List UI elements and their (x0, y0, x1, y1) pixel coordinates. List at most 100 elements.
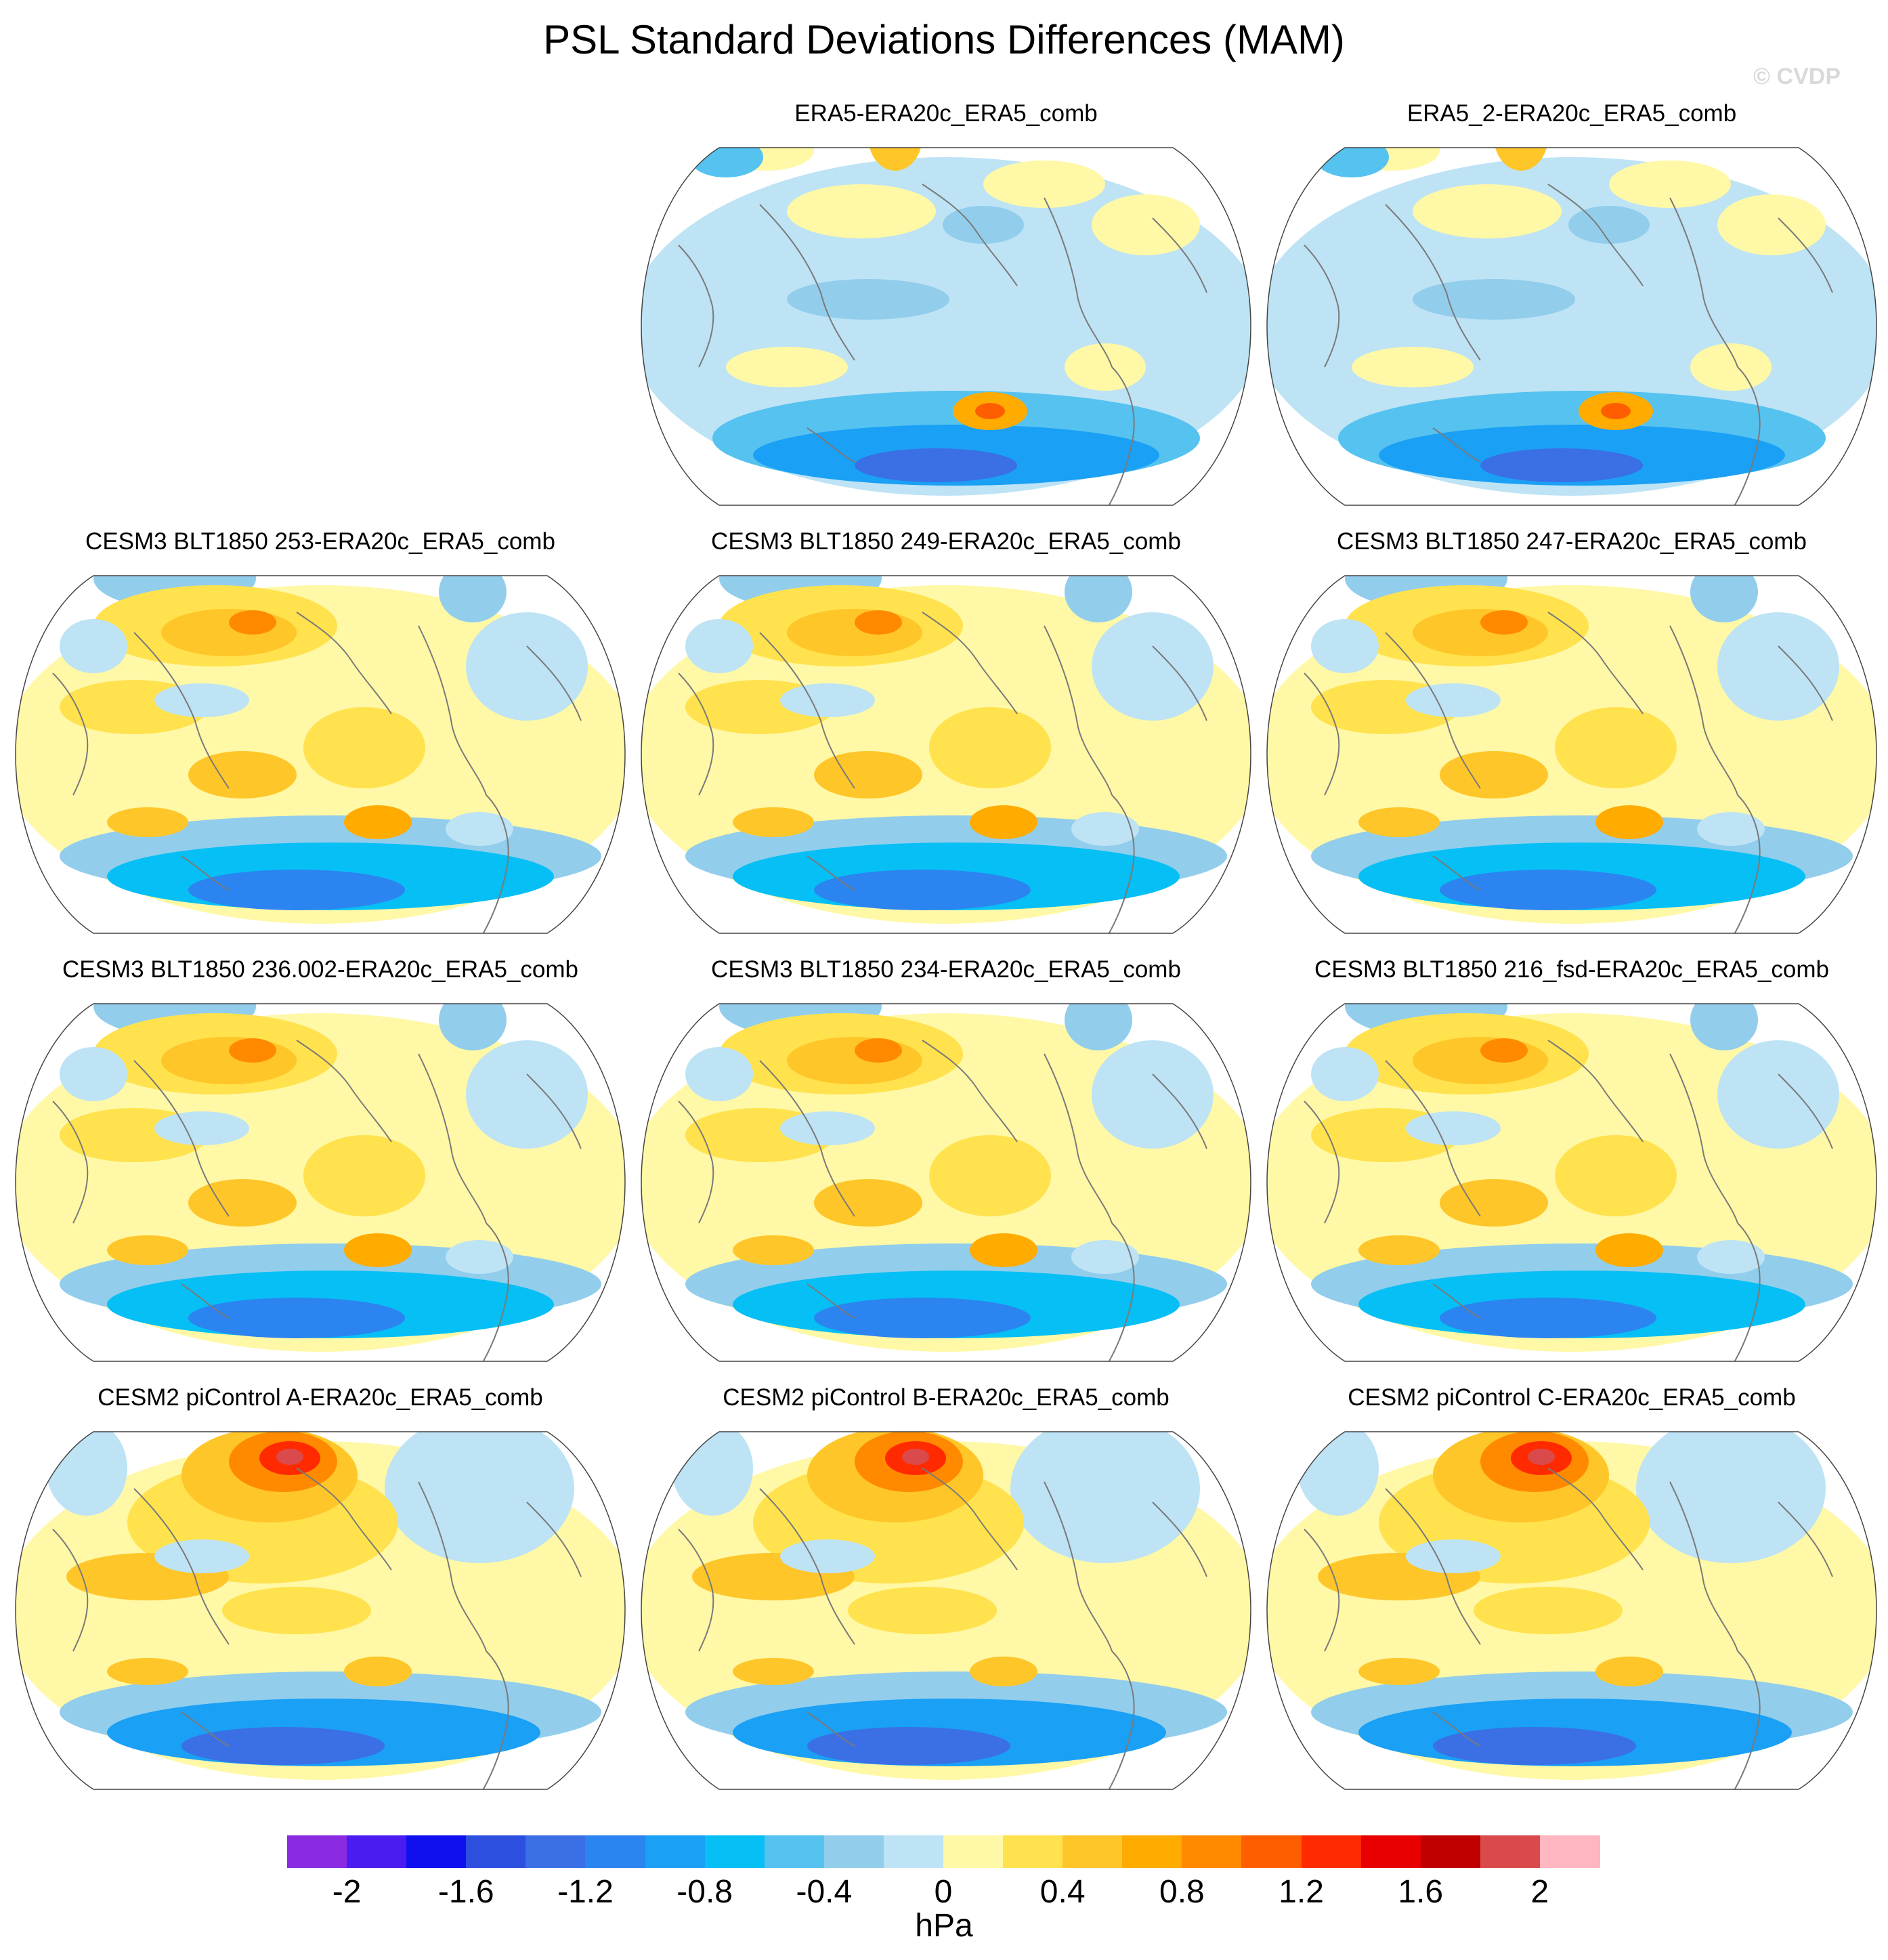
contour-region (814, 1179, 922, 1227)
map-panel: CESM3 BLT1850 253-ERA20c_ERA5_comb (12, 527, 628, 947)
contour-region (1474, 1587, 1623, 1634)
contour-region (188, 1298, 405, 1338)
contour-region (733, 1658, 814, 1685)
coastline (296, 1040, 392, 1143)
coastline (1778, 217, 1833, 293)
map-panel: CESM3 BLT1850 216_fsd-ERA20c_ERA5_comb (1264, 955, 1880, 1375)
coastline (1778, 1073, 1833, 1149)
robinson-map (641, 1431, 1251, 1790)
figure-title: PSL Standard Deviations Differences (MAM… (543, 17, 1345, 62)
colorbar-tick-label: -1.6 (437, 1874, 494, 1910)
contour-region (161, 609, 297, 656)
contour-region (726, 347, 848, 387)
colorbar-swatch (1241, 1835, 1302, 1868)
contour-region (276, 1449, 303, 1465)
map-border (641, 1431, 1251, 1790)
coastline (1152, 645, 1207, 721)
contour-region (1480, 1038, 1528, 1063)
robinson-map (1266, 137, 1877, 506)
contour-fill-layer (641, 148, 1251, 505)
contour-region (1406, 1111, 1501, 1145)
coastline (807, 855, 855, 891)
panel-title: CESM2 piControl B-ERA20c_ERA5_comb (723, 1384, 1170, 1411)
contour-region (1690, 343, 1772, 391)
contour-region (1413, 1037, 1548, 1084)
contour-region (303, 707, 425, 788)
map-border (15, 1003, 626, 1362)
colorbar-swatch (645, 1835, 706, 1868)
contour-region (1697, 1240, 1765, 1274)
coastline (1152, 217, 1207, 293)
colorbar-tick-label: -0.4 (796, 1874, 853, 1910)
coastline (1669, 625, 1738, 796)
contour-region (344, 1233, 412, 1267)
contour-region (1065, 1004, 1132, 1050)
contour-region (929, 707, 1051, 788)
contour-region (1636, 1432, 1826, 1563)
coastline (678, 1101, 714, 1224)
colorbar-swatch (1063, 1835, 1123, 1868)
contour-region (385, 1432, 574, 1563)
contour-region (970, 1233, 1037, 1267)
contour-region (181, 1727, 385, 1765)
coastline (1304, 244, 1340, 368)
colorbar-tick-label: -2 (332, 1874, 362, 1910)
contour-region (1697, 137, 1778, 147)
contour-region (229, 1038, 276, 1063)
coastline (52, 1529, 89, 1652)
colorbar-swatch (287, 1835, 347, 1868)
contour-region (733, 1235, 814, 1265)
contour-region (1440, 1179, 1548, 1227)
coastline (922, 1040, 1018, 1143)
panel-title: CESM3 BLT1850 247-ERA20c_ERA5_comb (1337, 528, 1807, 555)
robinson-map (641, 1003, 1251, 1362)
contour-fill-layer (1267, 576, 1876, 933)
contour-region (685, 619, 753, 673)
contour-region (1480, 448, 1643, 482)
contour-region (787, 279, 949, 320)
colorbar-swatch (764, 1835, 825, 1868)
robinson-map (641, 147, 1251, 506)
robinson-map (1266, 575, 1877, 934)
coastline (1669, 1481, 1738, 1652)
coastline (1385, 1060, 1481, 1217)
contour-fill-layer (641, 1432, 1251, 1789)
contour-region (1311, 1047, 1379, 1101)
contour-region (154, 683, 249, 717)
contour-region (439, 1004, 507, 1050)
coastline (1723, 1222, 1761, 1361)
contour-region (1010, 1432, 1200, 1563)
contour-region (188, 1179, 297, 1227)
contour-region (60, 1047, 127, 1101)
coastline (296, 1468, 392, 1571)
coastline (1723, 1650, 1761, 1789)
contour-region (970, 805, 1037, 839)
coastline (1778, 645, 1833, 721)
coastline (1723, 366, 1761, 505)
contour-region (1555, 1135, 1677, 1216)
contour-region (1433, 1727, 1636, 1765)
contour-region (1440, 870, 1656, 910)
colorbar-swatch (585, 1835, 646, 1868)
coastline (1044, 1053, 1113, 1224)
map-panel: CESM2 piControl C-ERA20c_ERA5_comb (1264, 1383, 1880, 1803)
map-border (15, 575, 626, 934)
robinson-map (15, 575, 626, 934)
map-border (1266, 1003, 1877, 1362)
contour-fill-layer (16, 576, 625, 933)
coastline (526, 1073, 582, 1149)
colorbar-tick-label: 2 (1530, 1874, 1549, 1910)
coastline (1669, 1053, 1738, 1224)
contour-region (154, 1111, 249, 1145)
coastline (1432, 1283, 1481, 1319)
contour-region (1297, 1432, 1379, 1516)
contour-region (107, 1658, 188, 1685)
coastline (1778, 1501, 1833, 1577)
coastline (181, 855, 230, 891)
contour-fill-layer (1267, 1432, 1876, 1789)
contour-region (929, 1135, 1051, 1216)
coastline (922, 1468, 1018, 1571)
colorbar-swatch (1480, 1835, 1541, 1868)
contour-region (1065, 343, 1146, 391)
coastline (922, 612, 1018, 715)
